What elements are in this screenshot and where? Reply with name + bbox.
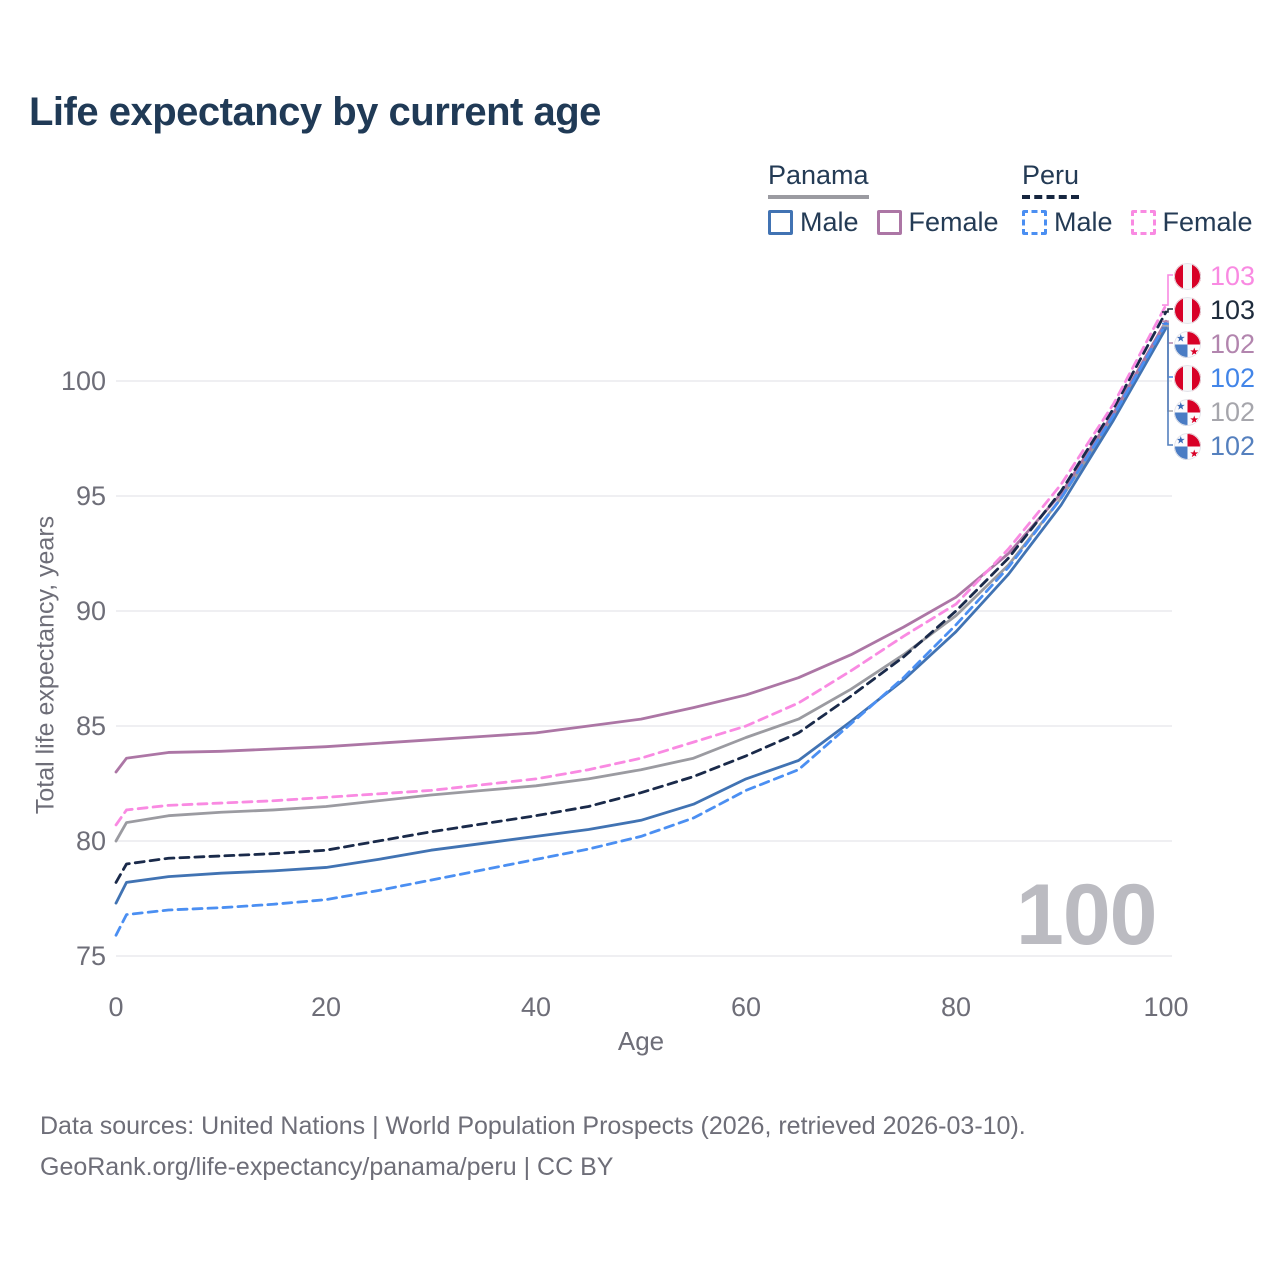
legend-label-panama-male: Male: [800, 207, 859, 237]
end-label-value-peru_male: 102: [1210, 363, 1256, 393]
footer-attribution: GeoRank.org/life-expectancy/panama/peru …: [40, 1153, 614, 1181]
x-tick-label-60: 60: [730, 992, 762, 1022]
end-label-panama_total: 102: [1174, 397, 1255, 428]
end-label-peru_male: 102: [1174, 363, 1255, 394]
legend-item-peru-female[interactable]: Female: [1130, 207, 1253, 238]
peru-flag-icon: [1174, 263, 1201, 290]
leader-line-peru_female: [1162, 274, 1173, 306]
end-label-value-panama_total: 102: [1210, 397, 1256, 427]
end-label-value-panama_female: 102: [1210, 329, 1256, 359]
leader-line-peru_total: [1162, 308, 1173, 313]
legend-group-panama: Panama Male Female: [768, 160, 1017, 238]
legend-items-panama: Male Female: [768, 207, 1017, 238]
leader-line-panama_male: [1162, 327, 1173, 446]
legend-item-panama-female[interactable]: Female: [876, 207, 999, 238]
legend-group-peru: Peru Male Female: [1022, 160, 1271, 238]
y-tick-label-90: 90: [75, 596, 106, 626]
peru-flag-icon: [1174, 297, 1201, 324]
page-title: Life expectancy by current age: [29, 90, 601, 134]
panama-flag-icon: [1174, 433, 1201, 460]
y-tick-label-100: 100: [60, 366, 106, 396]
panama-female-swatch: [876, 210, 902, 235]
y-tick-label-95: 95: [75, 481, 106, 511]
x-tick-label-0: 0: [108, 992, 124, 1022]
footer-data-sources: Data sources: United Nations | World Pop…: [40, 1112, 1026, 1140]
legend-country-peru[interactable]: Peru: [1022, 160, 1080, 199]
legend-items-peru: Male Female: [1022, 207, 1271, 238]
end-label-peru_total: 103: [1174, 295, 1255, 326]
series-line-panama_male[interactable]: [114, 326, 1168, 905]
peru-male-swatch: [1022, 210, 1047, 235]
panama-flag-icon: [1174, 399, 1201, 426]
y-axis-title: Total life expectancy, years: [31, 515, 60, 815]
peru-flag-icon: [1174, 365, 1201, 392]
series-line-peru_female[interactable]: [114, 303, 1168, 827]
end-label-value-panama_male: 102: [1210, 431, 1256, 461]
end-label-panama_female: 102: [1174, 329, 1255, 360]
peru-female-swatch: [1130, 210, 1156, 235]
x-axis-title: Age: [617, 1026, 665, 1056]
end-label-panama_male: 102: [1174, 431, 1255, 462]
panama-flag-icon: [1174, 331, 1201, 358]
end-label-peru_female: 103: [1174, 261, 1255, 292]
end-label-value-peru_female: 103: [1210, 261, 1256, 291]
legend-label-peru-female: Female: [1162, 207, 1253, 237]
y-tick-label-80: 80: [75, 826, 106, 856]
x-tick-label-40: 40: [520, 992, 552, 1022]
age-counter-watermark: 100: [1016, 867, 1157, 963]
series-line-panama_female[interactable]: [114, 319, 1168, 774]
y-tick-label-75: 75: [75, 941, 106, 971]
series-line-panama_total[interactable]: [114, 324, 1168, 843]
footer: Data sources: United Nations | World Pop…: [40, 1106, 1026, 1188]
legend-label-panama-female: Female: [908, 207, 999, 237]
x-tick-label-20: 20: [310, 992, 342, 1022]
series-line-peru_total[interactable]: [114, 310, 1168, 884]
series-line-peru_male[interactable]: [114, 322, 1168, 937]
legend-label-peru-male: Male: [1054, 207, 1113, 237]
legend-country-panama[interactable]: Panama: [768, 160, 869, 199]
end-label-value-peru_total: 103: [1210, 295, 1256, 325]
legend-item-panama-male[interactable]: Male: [768, 207, 859, 238]
x-tick-label-100: 100: [1143, 992, 1189, 1022]
x-tick-label-80: 80: [940, 992, 972, 1022]
panama-male-swatch: [768, 210, 793, 235]
legend-item-peru-male[interactable]: Male: [1022, 207, 1113, 238]
y-tick-label-85: 85: [75, 711, 106, 741]
